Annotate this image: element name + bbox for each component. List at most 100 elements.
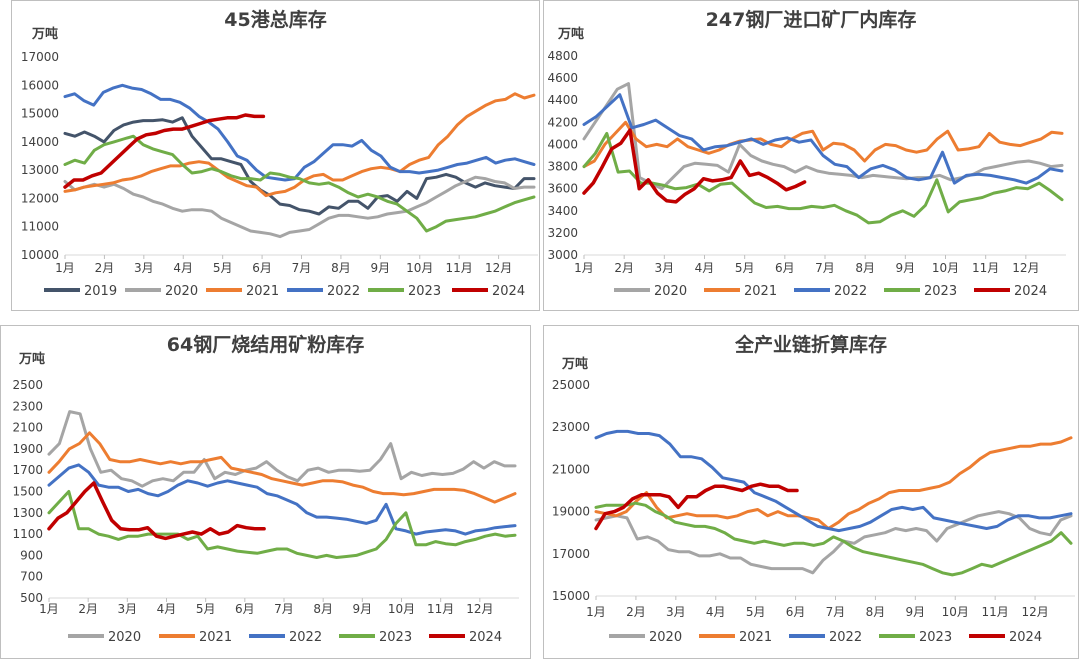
x-tick-label: 12月 <box>1012 261 1039 275</box>
x-tick-label: 6月 <box>235 602 255 616</box>
series-line-2023 <box>582 131 1064 225</box>
y-tick-label: 25000 <box>552 378 590 392</box>
x-tick-label: 6月 <box>786 605 806 619</box>
y-tick-label: 1900 <box>12 442 43 456</box>
series-line-2021 <box>47 431 517 504</box>
y-tick-label: 23000 <box>552 420 590 434</box>
y-tick-label: 16000 <box>21 78 59 92</box>
chart-panel-sinter-fines-inventory: 64钢厂烧结用矿粉库存 万吨 500 700 900 1100 1300 1500 1700… <box>0 325 531 659</box>
y-tick-label: 900 <box>20 548 43 562</box>
series-line-2022 <box>63 83 536 182</box>
x-tick-label: 5月 <box>735 261 755 275</box>
y-tick-label: 3200 <box>547 226 578 240</box>
x-tick-label: 7月 <box>292 261 312 275</box>
series-line-2023 <box>47 490 517 559</box>
y-unit-label: 万吨 <box>32 27 59 42</box>
x-tick-label: 2月 <box>95 261 115 275</box>
x-tick-label: 10月 <box>388 602 415 616</box>
legend-label-2019: 2019 <box>84 284 117 299</box>
x-tick-label: 11月 <box>446 261 473 275</box>
y-tick-label: 4400 <box>547 93 578 107</box>
y-tick-label: 1300 <box>12 506 43 520</box>
legend-label-2020: 2020 <box>649 630 682 645</box>
x-tick-label: 3月 <box>134 261 154 275</box>
x-tick-label: 1月 <box>55 261 75 275</box>
legend-label-2024: 2024 <box>1014 284 1047 299</box>
y-tick-label: 500 <box>20 591 43 605</box>
x-tick-label: 1月 <box>586 605 606 619</box>
series-line-2024 <box>47 481 266 541</box>
series-line-2024 <box>594 482 799 531</box>
y-tick-label: 4600 <box>547 71 578 85</box>
x-tick-label: 2月 <box>78 602 98 616</box>
legend-label-2022: 2022 <box>289 630 322 645</box>
legend-label-2023: 2023 <box>924 284 957 299</box>
x-tick-label: 5月 <box>213 261 233 275</box>
x-tick-label: 2月 <box>614 261 634 275</box>
x-tick-label: 10月 <box>406 261 433 275</box>
line-chart-sinter-fines-inventory: 500 700 900 1100 1300 1500 1700 1900 2100 2300 250… <box>12 378 519 645</box>
y-tick-label: 2500 <box>12 378 43 392</box>
y-tick-label: 14000 <box>21 135 59 149</box>
y-unit-label: 万吨 <box>19 352 46 367</box>
legend-label-2024: 2024 <box>492 284 525 299</box>
y-tick-label: 19000 <box>552 505 590 519</box>
y-unit-label: 万吨 <box>558 27 585 42</box>
chart-title: 45港总库存 <box>224 9 327 31</box>
y-tick-label: 4800 <box>547 49 578 63</box>
x-tick-label: 4月 <box>695 261 715 275</box>
x-tick-label: 2月 <box>626 605 646 619</box>
y-tick-label: 11000 <box>21 220 59 234</box>
legend-label-2024: 2024 <box>469 630 502 645</box>
x-tick-label: 3月 <box>666 605 686 619</box>
legend-label-2021: 2021 <box>199 630 232 645</box>
y-tick-label: 17000 <box>552 547 590 561</box>
x-tick-label: 11月 <box>972 261 999 275</box>
x-tick-label: 9月 <box>896 261 916 275</box>
y-tick-label: 2100 <box>12 421 43 435</box>
legend-label-2021: 2021 <box>739 630 772 645</box>
series-line-2023 <box>63 134 536 233</box>
x-tick-label: 7月 <box>274 602 294 616</box>
x-tick-label: 7月 <box>826 605 846 619</box>
series-line-2022 <box>582 93 1064 185</box>
x-tick-label: 8月 <box>866 605 886 619</box>
x-tick-label: 6月 <box>775 261 795 275</box>
y-tick-label: 13000 <box>21 163 59 177</box>
legend-label-2020: 2020 <box>165 284 198 299</box>
y-tick-label: 1500 <box>12 485 43 499</box>
x-tick-label: 1月 <box>574 261 594 275</box>
series-line-2020 <box>63 175 536 239</box>
y-tick-label: 3600 <box>547 182 578 196</box>
y-tick-label: 700 <box>20 570 43 584</box>
x-tick-label: 8月 <box>855 261 875 275</box>
line-chart-port-inventory: 10000 11000 12000 13000 14000 15000 16000 17000… <box>21 50 538 299</box>
x-tick-label: 4月 <box>173 261 193 275</box>
chart-title: 全产业链折算库存 <box>734 334 887 356</box>
legend-label-2024: 2024 <box>1009 630 1042 645</box>
x-tick-label: 10月 <box>942 605 969 619</box>
series-line-2024 <box>63 113 266 189</box>
line-chart-steel-mill-inventory: 3000 3200 3400 3600 3800 4000 4200 4400 4600 4800… <box>547 49 1066 299</box>
y-tick-label: 15000 <box>21 107 59 121</box>
y-tick-label: 12000 <box>21 191 59 205</box>
x-tick-label: 4月 <box>706 605 726 619</box>
y-unit-label: 万吨 <box>562 357 589 372</box>
series-line-2023 <box>594 501 1073 577</box>
y-tick-label: 15000 <box>552 589 590 603</box>
y-tick-label: 17000 <box>21 50 59 64</box>
series-line-2024 <box>582 128 807 204</box>
x-tick-label: 9月 <box>906 605 926 619</box>
x-tick-label: 4月 <box>157 602 177 616</box>
series-line-2019 <box>63 116 536 216</box>
series-line-2021 <box>63 92 536 198</box>
y-tick-label: 1100 <box>12 527 43 541</box>
x-tick-label: 9月 <box>371 261 391 275</box>
legend-label-2023: 2023 <box>919 630 952 645</box>
chart-panel-port-inventory: 45港总库存 万吨 10000 11000 12000 13000 14000 15000… <box>11 0 540 311</box>
y-tick-label: 3400 <box>547 204 578 218</box>
line-chart-industry-chain-inventory: 15000 17000 19000 21000 23000 25000 1月 2月 3月 4月 5月… <box>552 378 1075 645</box>
x-tick-label: 10月 <box>932 261 959 275</box>
legend-label-2021: 2021 <box>744 284 777 299</box>
series-line-2020 <box>594 510 1073 575</box>
